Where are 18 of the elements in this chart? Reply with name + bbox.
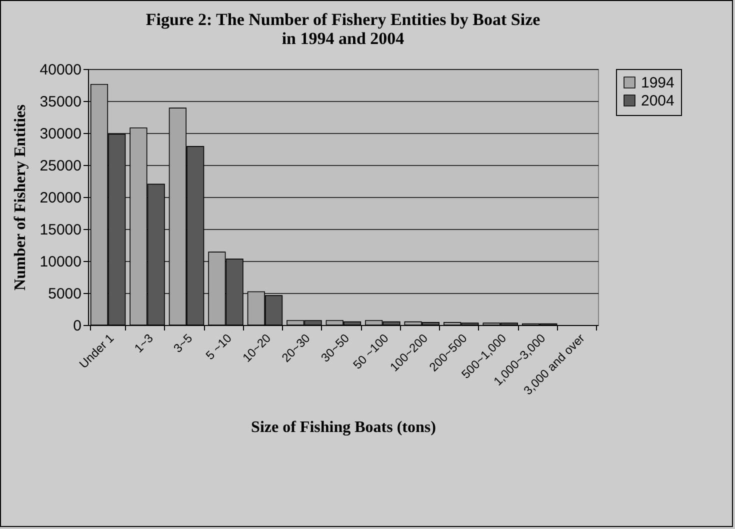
y-tick-label: 5000 (48, 286, 82, 302)
text: Figure 2: The Number of Fishery Entities by Boat Size (146, 10, 540, 29)
x-axis-title: Size of Fishing Boats (tons) (251, 418, 436, 436)
y-tick-label: 40000 (40, 62, 82, 78)
y-tick-label: 20000 (40, 190, 82, 206)
y-tick-label: 35000 (40, 94, 82, 110)
y-tick-label: 25000 (40, 158, 82, 174)
y-tick-label: 10000 (40, 254, 82, 270)
y-tick-label: 30000 (40, 126, 82, 142)
x-tick-label: 5 ~10 (202, 330, 235, 362)
legend-label: 1994 (641, 74, 674, 92)
y-tick-label: 0 (73, 318, 82, 334)
text: in 1994 and 2004 (282, 29, 404, 48)
x-tick-label: 3~5 (170, 330, 196, 356)
x-tick-label: 1~3 (132, 330, 156, 356)
y-tick-label: 15000 (40, 222, 82, 238)
legend-label: 2004 (641, 92, 674, 110)
y-axis-title: Number of Fishery Entities (12, 104, 29, 290)
